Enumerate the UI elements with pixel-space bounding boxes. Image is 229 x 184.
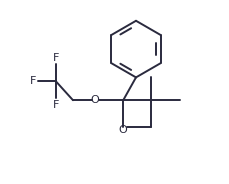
Text: F: F	[52, 53, 59, 63]
Text: F: F	[30, 76, 36, 86]
Text: O: O	[117, 125, 126, 135]
Text: O: O	[90, 95, 99, 105]
Text: F: F	[52, 100, 59, 110]
